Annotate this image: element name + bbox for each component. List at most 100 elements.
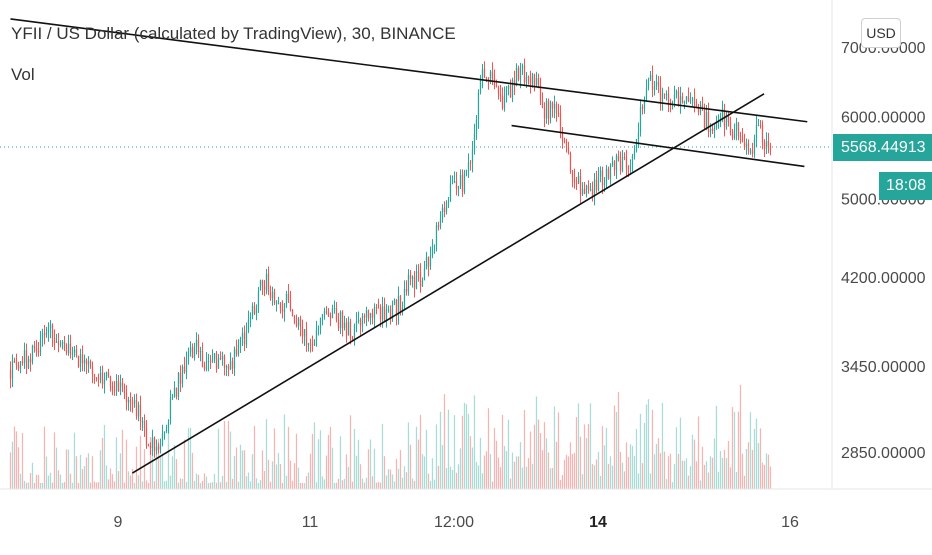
candle-body [561,131,564,139]
volume-bar [397,468,400,489]
candle-body [567,147,570,154]
candle-body [341,311,344,329]
candle-body [681,96,684,104]
volume-bar [755,418,758,489]
volume-bar [387,469,390,489]
currency-button[interactable]: USD [861,18,901,48]
candle-body [481,68,484,81]
volume-bar [215,482,218,489]
candle-body [531,74,534,85]
candle-body [521,65,524,68]
volume-bar [415,426,418,489]
trendline-ascending-support[interactable] [131,93,765,474]
volume-bar [403,466,406,489]
candle-body [183,366,186,373]
candle-body [427,257,430,267]
price-axis[interactable] [832,0,932,489]
candle-body [565,142,568,148]
volume-indicator-label[interactable]: Vol [11,65,35,84]
candle-body [573,177,576,183]
candle-body [163,431,166,434]
volume-bar [201,480,204,489]
volume-bar [375,482,378,489]
volume-bar [67,449,70,489]
candle-body [347,321,350,336]
volume-bar [43,426,46,489]
volume-bar [245,476,248,489]
candle-body [663,93,666,95]
volume-bar [351,481,354,489]
candle-body [9,369,12,379]
volume-bar [227,420,230,489]
candle-body [61,342,64,344]
candle-body [101,372,104,385]
volume-bar [475,461,478,489]
volume-bar [41,482,44,489]
candle-body [611,161,614,166]
volume-bar [37,474,40,489]
volume-bar [395,458,398,489]
volume-bar [691,434,694,489]
candle-body [547,100,550,119]
volume-bar [285,475,288,489]
volume-bar [663,451,666,489]
volume-bar [173,445,176,489]
candle-body [233,349,236,369]
trendlines-layer[interactable] [10,18,808,474]
volume-bar [425,429,428,489]
candle-body [181,366,184,384]
candle-body [123,386,126,394]
volume-bar [157,438,160,489]
volume-bar [365,477,368,489]
candle-body [697,106,700,113]
candle-body [743,141,746,148]
volume-bar [117,471,120,489]
volume-bar [655,443,658,489]
candle-body [267,273,270,293]
volume-bar [575,417,578,489]
candle-body [189,347,192,353]
candle-body [449,183,452,202]
volume-bar [135,446,138,489]
candle-body [343,322,346,329]
volume-bar [481,473,484,489]
volume-bar [191,452,194,489]
volume-bar [599,476,602,489]
volume-bar [331,447,334,489]
volume-bar [715,405,718,489]
candle-body [411,276,414,279]
volume-bar [601,426,604,489]
volume-bar [647,399,650,489]
candle-body [81,354,84,364]
volume-bar [301,482,304,489]
candle-body [143,420,146,429]
volume-bar [667,456,670,489]
candle-body [467,162,470,171]
volume-bar [393,481,396,489]
candle-body [215,353,218,369]
volume-bar [139,435,142,489]
candle-body [275,302,278,304]
price-tick-label: 2850.00000 [841,445,926,462]
volume-bar [15,431,18,489]
volume-bar [21,433,24,489]
volume-bar [441,445,444,489]
candle-body [403,288,406,308]
volume-bar [557,412,560,489]
volume-bar [193,480,196,489]
volume-bar [491,481,494,489]
candle-body [201,351,204,367]
volume-bar [171,456,174,489]
candle-body [575,182,578,184]
trendline-upper-descending[interactable] [10,18,808,123]
time-axis[interactable] [0,489,932,550]
trendline-lower-descending[interactable] [511,124,805,168]
candle-body [289,300,292,311]
time-tick-label: 9 [114,514,123,531]
volume-bar [111,474,114,489]
candle-body [187,352,190,359]
volume-bar [233,456,236,489]
volume-bar [527,458,530,489]
